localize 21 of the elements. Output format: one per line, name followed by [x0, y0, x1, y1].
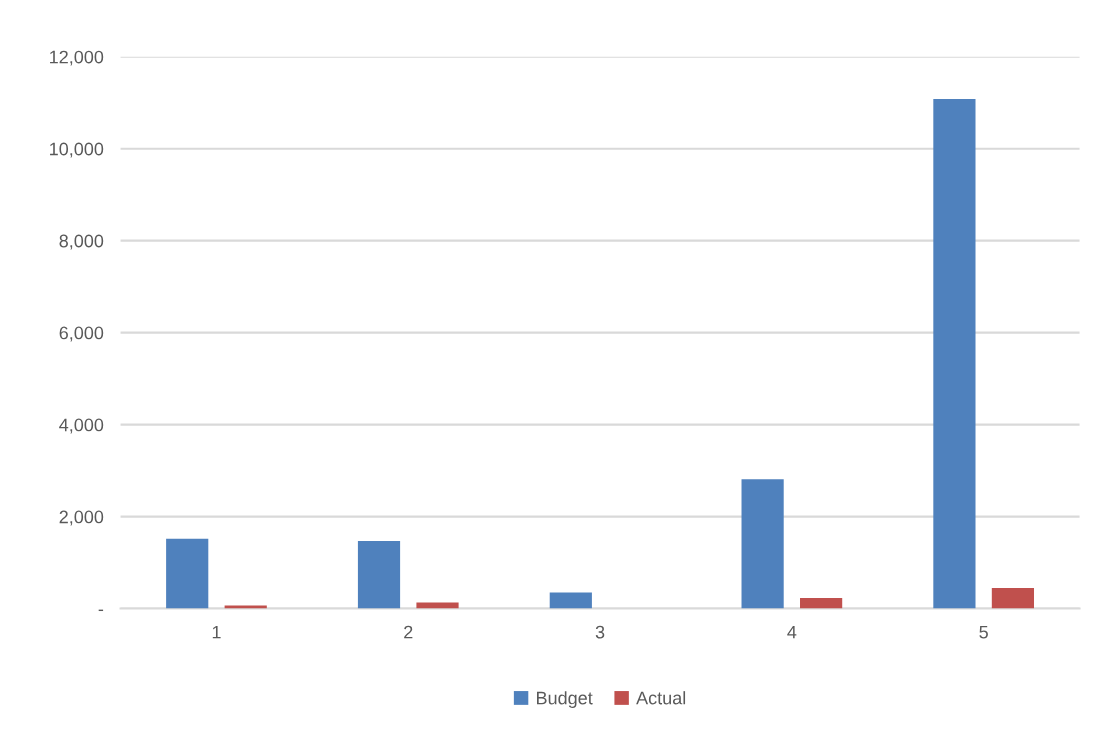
- legend-label: Budget: [537, 691, 593, 708]
- x-tick-label: 2: [404, 625, 413, 639]
- bar: [741, 479, 784, 609]
- y-tick-label: 4,000: [59, 418, 104, 434]
- x-tick-label: 4: [787, 625, 797, 639]
- y-tick-label: 12,000: [50, 50, 104, 66]
- bar: [166, 538, 209, 609]
- bar: [357, 540, 401, 609]
- bar: [991, 587, 1035, 609]
- x-tick-label: 1: [212, 625, 221, 639]
- x-tick-label: 3: [595, 625, 605, 639]
- y-tick-label: 8,000: [59, 234, 104, 250]
- y-tick-label: 2,000: [59, 510, 104, 526]
- bar: [800, 598, 843, 609]
- x-tick-label: 5: [979, 625, 988, 639]
- legend-label: Actual: [636, 691, 686, 705]
- y-tick-label: 6,000: [59, 326, 104, 342]
- bar: [549, 592, 592, 609]
- bar: [933, 99, 976, 609]
- y-tick-label: 10,000: [50, 142, 104, 158]
- y-tick-label: -: [98, 609, 104, 612]
